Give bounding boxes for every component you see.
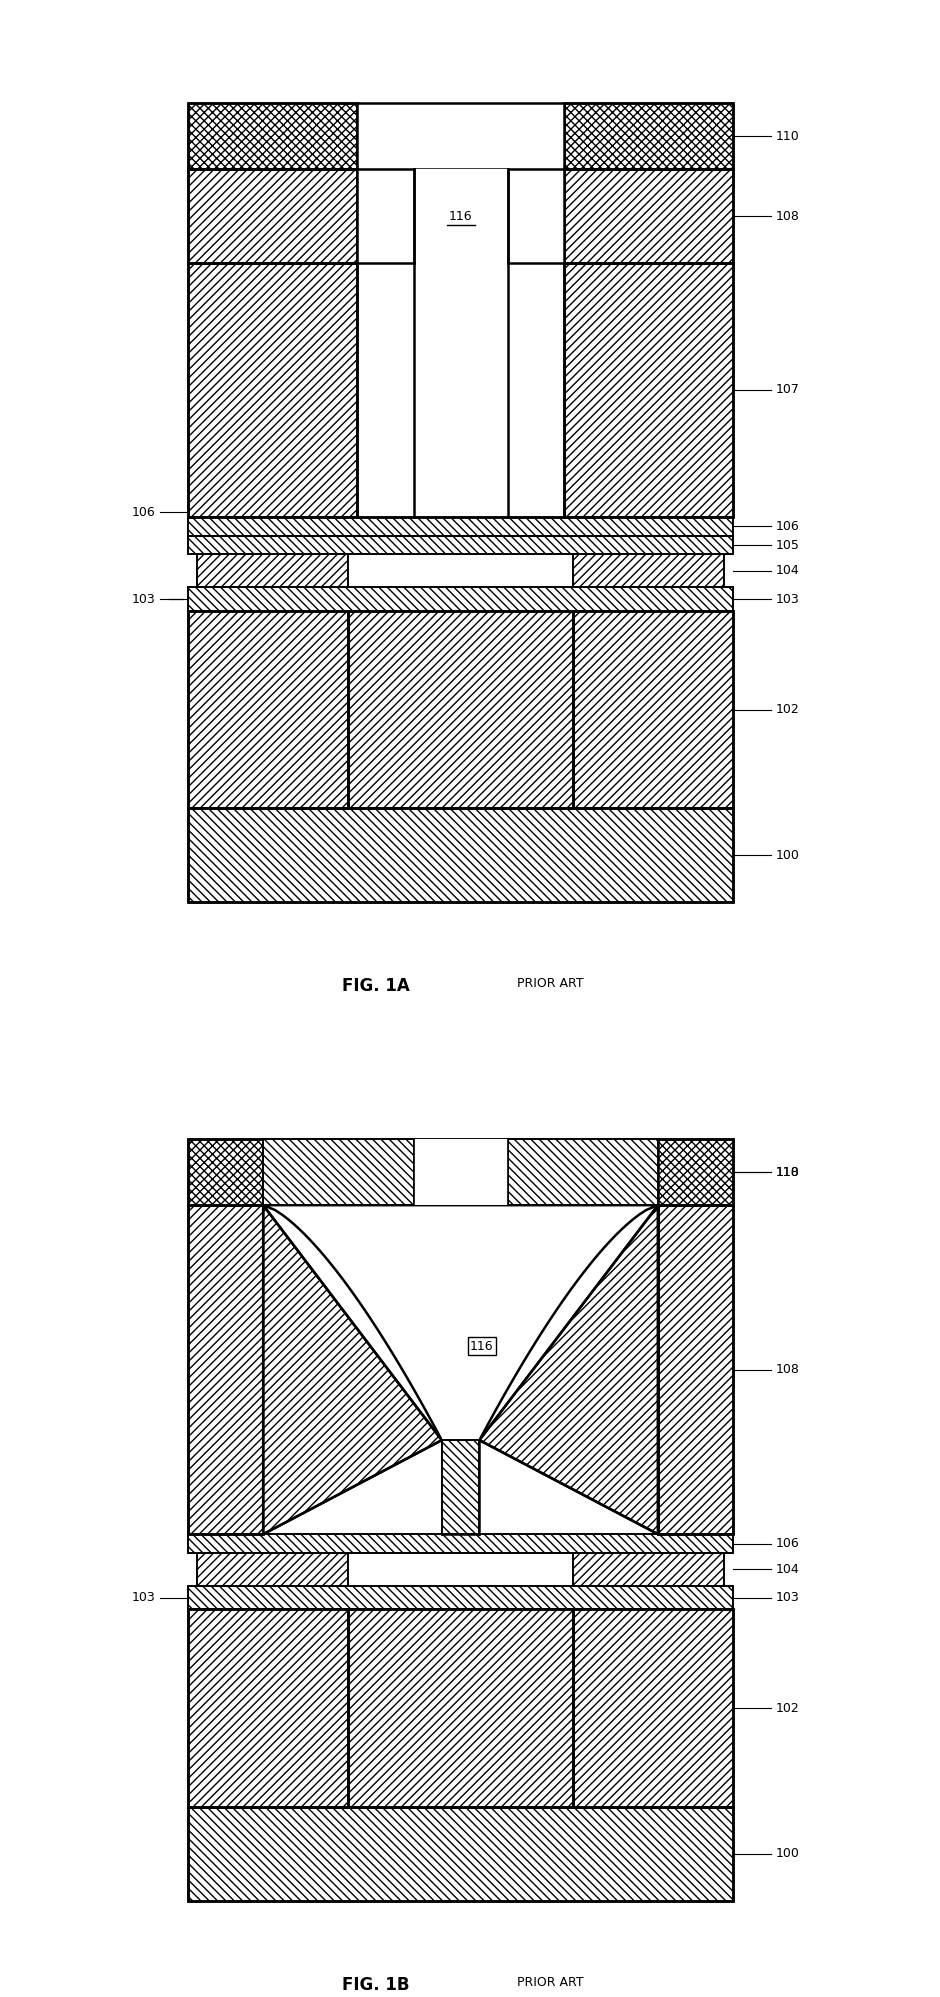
Polygon shape xyxy=(263,1204,442,1534)
Bar xyxy=(188,1807,733,1901)
Bar xyxy=(188,264,357,517)
Bar xyxy=(508,170,733,264)
Text: PRIOR ART: PRIOR ART xyxy=(517,1975,584,1989)
Bar xyxy=(357,170,414,264)
Bar xyxy=(188,1140,733,1204)
Bar xyxy=(508,170,733,264)
Bar xyxy=(442,1440,479,1534)
Text: 105: 105 xyxy=(776,539,799,551)
Text: 116: 116 xyxy=(470,1340,494,1352)
Bar xyxy=(188,517,733,535)
Bar xyxy=(573,611,733,809)
Bar xyxy=(188,170,414,264)
Bar xyxy=(188,1140,733,1204)
Bar xyxy=(263,1140,414,1204)
Bar xyxy=(508,170,564,264)
Bar xyxy=(188,104,357,170)
Bar xyxy=(564,264,733,517)
Text: 108: 108 xyxy=(776,210,799,222)
Text: 106: 106 xyxy=(132,505,155,519)
Bar xyxy=(197,555,348,587)
Bar xyxy=(348,1610,573,1807)
Text: 102: 102 xyxy=(776,703,799,717)
Bar xyxy=(188,1610,348,1807)
Bar xyxy=(564,104,733,170)
Bar xyxy=(188,1204,263,1534)
Text: 118: 118 xyxy=(776,1166,799,1178)
Text: 103: 103 xyxy=(132,593,155,605)
Bar xyxy=(188,170,414,264)
Text: 104: 104 xyxy=(776,1564,799,1576)
Bar xyxy=(197,1554,348,1586)
Bar xyxy=(508,1140,658,1204)
Bar xyxy=(573,555,724,587)
Bar xyxy=(573,1554,724,1586)
Bar xyxy=(188,611,348,809)
Text: FIG. 1A: FIG. 1A xyxy=(342,977,410,995)
Bar xyxy=(188,264,357,517)
Polygon shape xyxy=(479,1204,658,1534)
Bar xyxy=(442,1440,479,1534)
Text: 108: 108 xyxy=(776,1364,799,1376)
Bar xyxy=(564,104,733,170)
Bar xyxy=(263,1140,414,1204)
Bar xyxy=(414,170,508,264)
Bar xyxy=(573,555,724,587)
Text: 107: 107 xyxy=(776,383,799,397)
Text: 106: 106 xyxy=(776,1538,799,1550)
Bar xyxy=(348,611,573,809)
Bar xyxy=(658,1204,733,1534)
Bar xyxy=(348,611,573,809)
Text: 100: 100 xyxy=(776,849,799,863)
Bar xyxy=(414,1140,508,1204)
Bar xyxy=(357,104,564,170)
Bar xyxy=(188,1807,733,1901)
Bar xyxy=(658,1204,733,1534)
Bar xyxy=(188,517,733,535)
Polygon shape xyxy=(263,1204,658,1440)
Bar xyxy=(188,809,733,903)
Bar xyxy=(188,1534,733,1554)
Bar xyxy=(188,587,733,611)
Bar xyxy=(197,1554,348,1586)
Bar xyxy=(188,1610,348,1807)
Bar xyxy=(188,587,733,611)
Bar xyxy=(508,170,564,264)
Bar xyxy=(573,1610,733,1807)
Bar xyxy=(442,1436,479,1534)
Bar xyxy=(508,1140,658,1204)
Text: 100: 100 xyxy=(776,1847,799,1861)
Bar xyxy=(348,1610,573,1807)
Text: FIG. 1B: FIG. 1B xyxy=(342,1975,410,1993)
Bar xyxy=(188,1586,733,1610)
Bar xyxy=(263,1140,658,1204)
Text: 110: 110 xyxy=(776,1166,799,1178)
Bar xyxy=(188,809,733,903)
Bar xyxy=(188,1534,733,1554)
Text: 106: 106 xyxy=(776,519,799,533)
Text: 103: 103 xyxy=(132,1592,155,1604)
Bar xyxy=(357,170,564,517)
Bar xyxy=(357,170,414,264)
Bar xyxy=(573,611,733,809)
Text: 104: 104 xyxy=(776,565,799,577)
Bar xyxy=(188,1204,263,1534)
Text: 116: 116 xyxy=(448,210,473,222)
Bar xyxy=(197,555,348,587)
Bar xyxy=(357,264,564,517)
Text: 103: 103 xyxy=(776,593,799,605)
Bar xyxy=(188,1586,733,1610)
Text: 110: 110 xyxy=(776,130,799,142)
Bar xyxy=(188,535,733,555)
Text: 102: 102 xyxy=(776,1701,799,1715)
Bar xyxy=(188,535,733,555)
Text: 103: 103 xyxy=(776,1592,799,1604)
Bar xyxy=(573,1610,733,1807)
Bar xyxy=(573,1554,724,1586)
Bar xyxy=(188,611,348,809)
Text: PRIOR ART: PRIOR ART xyxy=(517,977,584,991)
Bar xyxy=(188,104,357,170)
Bar xyxy=(564,264,733,517)
